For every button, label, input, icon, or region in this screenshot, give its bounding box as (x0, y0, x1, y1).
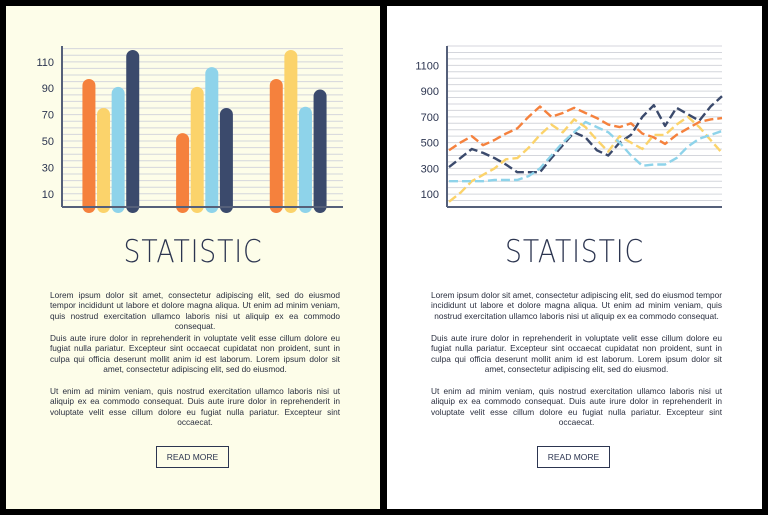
bar-chart: 10 30 50 70 90 110 (36, 46, 343, 214)
y-tick-label: 50 (42, 136, 54, 148)
body-paragraph: Ut enim ad minim veniam, quis nostrud ex… (50, 386, 340, 428)
y-tick-label: 900 (421, 86, 439, 98)
bar (111, 86, 125, 213)
page-title: STATISTIC (123, 234, 263, 270)
line-chart: 100 300 500 700 900 1100 (415, 45, 723, 208)
bar (269, 78, 283, 213)
y-tick-label: 1100 (415, 60, 439, 72)
y-tick-label: 70 (42, 110, 54, 122)
body-paragraph: Duis aute irure dolor in reprehenderit i… (431, 333, 722, 375)
series-line (448, 105, 723, 152)
y-tick-label: 90 (42, 83, 54, 95)
left-card: 10 30 50 70 90 110 STATISTIC Lorem ipsum dolo… (6, 6, 380, 509)
bar (176, 133, 190, 213)
y-tick-label: 30 (42, 162, 54, 174)
series-line (449, 120, 723, 183)
line-chart-grid (447, 45, 722, 202)
right-card: 100 300 500 700 900 1100 STATISTIC Lorem ipsu… (387, 6, 762, 509)
line-chart-y-ticks: 100 300 500 700 900 1100 (415, 60, 439, 201)
bar (219, 108, 233, 213)
bar (126, 49, 140, 213)
read-more-button[interactable]: READ MORE (537, 446, 610, 468)
page-title: STATISTIC (505, 234, 644, 270)
read-more-button[interactable]: READ MORE (156, 446, 229, 468)
body-paragraph: Ut enim ad minim veniam, quis nostrud ex… (431, 386, 722, 428)
y-tick-label: 700 (421, 112, 439, 124)
y-tick-label: 100 (421, 189, 439, 201)
bar (284, 49, 298, 213)
body-paragraph: Lorem ipsum dolor sit amet, consectetur … (50, 290, 340, 332)
series-line (448, 115, 723, 203)
y-tick-label: 500 (421, 138, 439, 150)
bar (82, 78, 96, 213)
bar (97, 108, 111, 213)
bar (190, 86, 204, 213)
bar-chart-y-ticks: 10 30 50 70 90 110 (36, 57, 54, 201)
body-paragraph: Duis aute irure dolor in reprehenderit i… (50, 333, 340, 375)
y-tick-label: 110 (36, 57, 54, 69)
bar (298, 106, 312, 213)
bar (313, 89, 327, 213)
line-chart-lines (448, 95, 723, 203)
bar (205, 67, 219, 214)
series-line (448, 95, 723, 174)
y-tick-label: 300 (421, 163, 439, 175)
y-tick-label: 10 (42, 189, 54, 201)
bar-chart-bars (82, 49, 327, 214)
body-paragraph: Lorem ipsum dolor sit amet, consectetur … (431, 290, 722, 321)
